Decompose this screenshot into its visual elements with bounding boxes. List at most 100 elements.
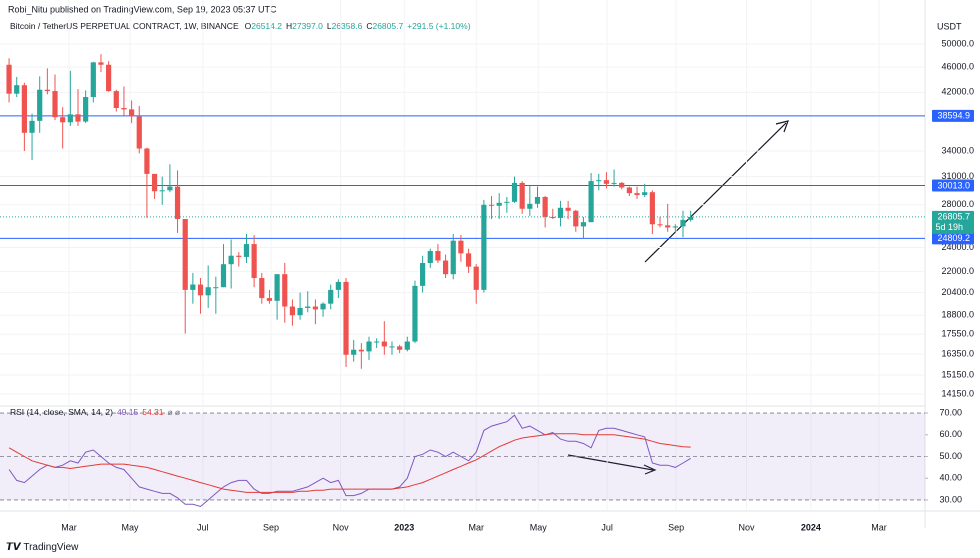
candle-body xyxy=(106,64,112,92)
candle-body xyxy=(67,114,73,123)
candle-body xyxy=(305,306,311,308)
candle-body xyxy=(404,341,410,350)
candle-body xyxy=(351,349,357,355)
candle-body xyxy=(121,107,127,110)
y-tick-label: 20400.0 xyxy=(941,287,974,297)
candle-body xyxy=(243,244,250,257)
ohlc-key: L xyxy=(327,21,332,31)
x-tick-label: Mar xyxy=(871,522,887,532)
candle-body xyxy=(588,181,594,223)
y-tick-label: 50000.0 xyxy=(941,38,974,48)
ohlc-value: 26805.7 xyxy=(372,21,403,31)
candle-body xyxy=(565,207,571,211)
candle-body xyxy=(619,182,625,188)
y-tick-label: 22000.0 xyxy=(941,266,974,276)
candle-body xyxy=(259,278,265,299)
candle-body xyxy=(473,266,479,290)
y-tick-label: 28000.0 xyxy=(941,199,974,209)
change: +291.5 (+1.10%) xyxy=(407,21,470,31)
y-tick-label: 14150.0 xyxy=(941,388,974,398)
y-tick-label: 17550.0 xyxy=(941,329,974,339)
candle-body xyxy=(228,255,234,265)
x-tick-label: Sep xyxy=(263,522,279,532)
level-label-box xyxy=(932,232,974,245)
ohlc-value: 26358.6 xyxy=(332,21,363,31)
rsi-legend-value: 49.15 xyxy=(117,407,139,417)
symbol: Bitcoin / TetherUS PERPETUAL CONTRACT, 1… xyxy=(10,21,239,31)
currency: USDT xyxy=(937,21,962,31)
candle-body xyxy=(190,284,196,290)
x-tick-label: Sep xyxy=(668,522,684,532)
candle-body xyxy=(527,203,533,209)
x-tick-label: Jul xyxy=(197,522,209,532)
rsi-tick-label: 70.00 xyxy=(939,407,962,417)
candle-body xyxy=(442,260,449,275)
brand-name: TradingView xyxy=(23,542,79,553)
last-price-box xyxy=(932,210,974,234)
rsi-tick-label: 40.00 xyxy=(939,473,962,483)
candle-body xyxy=(634,193,640,196)
candle-body xyxy=(128,109,135,117)
candle-body xyxy=(282,274,288,307)
ohlc-key: H xyxy=(286,21,292,31)
candle-body xyxy=(159,190,165,192)
candle-body xyxy=(21,85,27,133)
y-tick-label: 16350.0 xyxy=(941,348,974,358)
x-tick-label: 2024 xyxy=(801,522,821,532)
y-tick-label: 42000.0 xyxy=(941,87,974,97)
candle-body xyxy=(657,224,663,226)
rsi-icons: ⌀ ⌀ xyxy=(168,407,181,417)
candle-body xyxy=(603,180,610,184)
candle-body xyxy=(557,207,564,218)
trend-arrow xyxy=(644,122,787,263)
candle-body xyxy=(596,180,602,182)
ohlc-value: 27397.0 xyxy=(292,21,323,31)
candle-body xyxy=(680,219,686,227)
candle-body xyxy=(665,225,671,228)
candle-body xyxy=(672,226,678,228)
ohlc-key: C xyxy=(366,21,372,31)
x-tick-label: May xyxy=(530,522,548,532)
candle-body xyxy=(29,120,35,133)
candle-body xyxy=(611,182,617,184)
candle-body xyxy=(220,264,227,288)
candle-body xyxy=(550,216,556,218)
candle-body xyxy=(450,240,456,275)
level-label: 30013.0 xyxy=(937,180,970,190)
candle-body xyxy=(136,116,142,149)
candle-body xyxy=(98,62,104,65)
candle-body xyxy=(37,89,43,121)
x-tick-label: Jul xyxy=(601,522,613,532)
candle-body xyxy=(52,91,58,118)
candle-body xyxy=(197,284,204,296)
candle-body xyxy=(328,289,334,304)
candle-body xyxy=(519,182,525,209)
candle-body xyxy=(151,173,158,192)
candle-body xyxy=(389,346,395,348)
divergence-arrow-head xyxy=(643,464,657,475)
candle-body xyxy=(75,114,81,122)
candle-body xyxy=(573,210,579,227)
y-tick-label: 15150.0 xyxy=(941,369,974,379)
candle-body xyxy=(542,196,548,217)
candle-body xyxy=(435,251,441,261)
countdown: 5d 19h xyxy=(935,222,963,232)
candle-body xyxy=(113,91,119,108)
candle-body xyxy=(266,298,273,301)
candle-body xyxy=(688,216,694,220)
candle-body xyxy=(44,89,50,92)
rsi-legend: RSI (14, close, SMA, 14, 2) 49.15 54.31 ⌀ ⌀ xyxy=(10,407,181,417)
candle-body xyxy=(174,186,181,220)
candle-body xyxy=(343,281,349,355)
rsi-tick-label: 60.00 xyxy=(939,429,962,439)
rsi-tick-label: 30.00 xyxy=(939,494,962,504)
candle-body xyxy=(90,62,96,98)
candle-body xyxy=(642,192,648,196)
candle-body xyxy=(182,219,188,290)
rsi-line xyxy=(8,433,691,493)
level-label: 24809.2 xyxy=(937,233,970,243)
candle-body xyxy=(60,117,66,123)
candle-body xyxy=(144,148,150,174)
rsi-legend-value: 54.31 xyxy=(142,407,164,417)
candle-body xyxy=(534,196,541,204)
